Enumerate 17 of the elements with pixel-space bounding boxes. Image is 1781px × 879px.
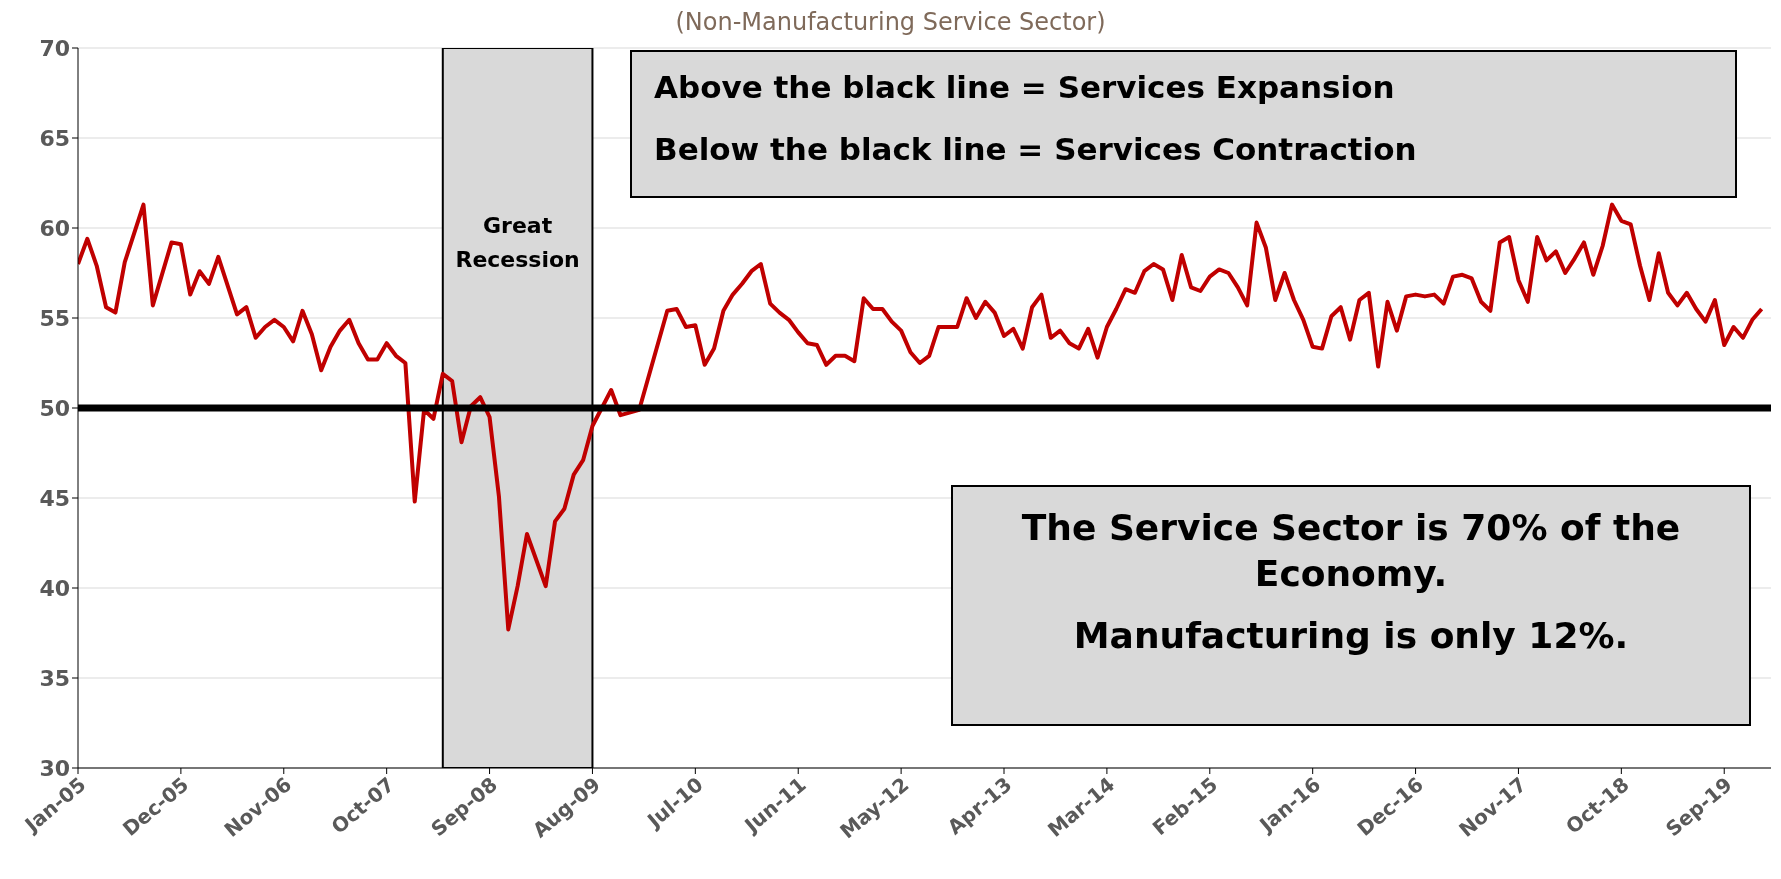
annotation: The Service Sector is 70% of the Economy. <box>1020 506 1682 596</box>
y-tick-label: 55 <box>39 305 70 331</box>
y-tick-label: 40 <box>39 575 70 601</box>
annotation: Above the black line = Services Expansion <box>654 68 1396 106</box>
annotation: Manufacturing is only 12%. <box>1072 614 1630 658</box>
band-label: Great Recession <box>455 213 580 272</box>
y-tick-label: 65 <box>39 125 70 151</box>
note-box: The Service Sector is 70% of the Economy. Manufacturing is only 12%. <box>951 485 1751 726</box>
y-tick-label: 50 <box>39 395 70 421</box>
chart-subtitle: (Non-Manufacturing Service Sector) <box>674 8 1107 36</box>
annotation: Below the black line = Services Contraction <box>654 130 1418 168</box>
y-tick-label: 35 <box>39 665 70 691</box>
note-box: Above the black line = Services Expansion Below the black line = Services Contraction <box>630 50 1737 198</box>
y-tick-label: 70 <box>39 35 70 61</box>
y-tick-label: 60 <box>39 215 70 241</box>
y-tick-label: 45 <box>39 485 70 511</box>
y-tick-label: 30 <box>39 755 70 781</box>
